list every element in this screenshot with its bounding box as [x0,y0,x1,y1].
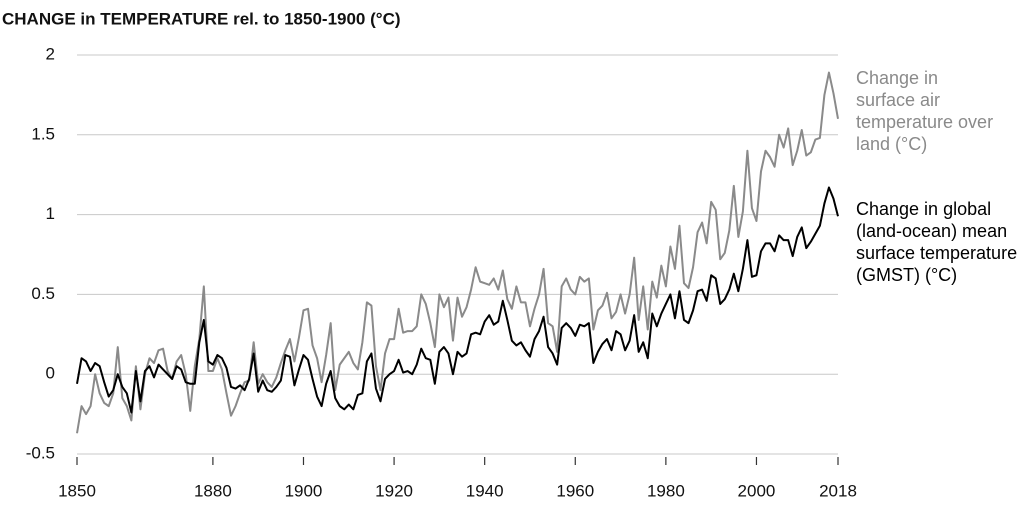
y-tick-label: -0.5 [26,443,55,462]
y-tick-label: 0.5 [31,284,55,303]
series-label: Change in surface air temperature over l… [856,68,994,154]
x-tick-label: 2000 [738,481,776,500]
series-line [76,71,839,434]
x-tick-label: 1850 [58,481,96,500]
x-tick-label: 1940 [466,481,504,500]
series-label: Change in global (land-ocean) mean surfa… [856,199,1018,285]
x-tick-label: 1960 [556,481,594,500]
chart-title: CHANGE in TEMPERATURE rel. to 1850-1900 … [2,9,401,28]
x-tick-label: 2018 [819,481,857,500]
x-tick-label: 1900 [285,481,323,500]
x-tick-label: 1880 [194,481,232,500]
x-tick-label: 1980 [647,481,685,500]
y-tick-label: 0 [46,364,55,383]
series-line [76,186,839,414]
y-tick-label: 1 [46,204,55,223]
x-tick-label: 1920 [375,481,413,500]
y-tick-label: 2 [46,44,55,63]
y-tick-label: 1.5 [31,124,55,143]
